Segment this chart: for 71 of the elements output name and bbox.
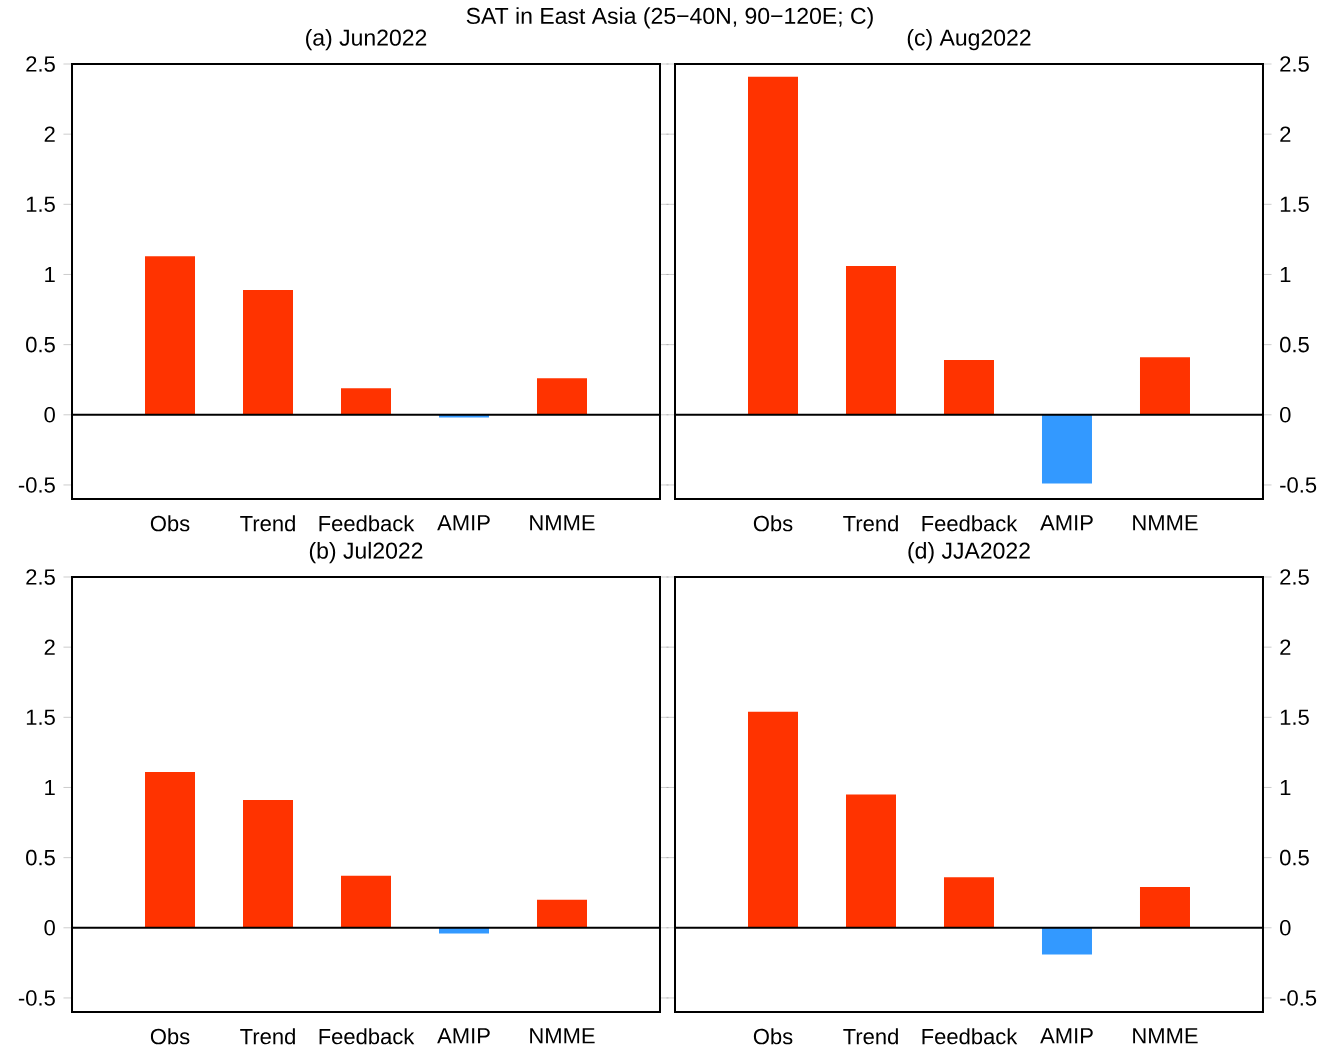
x-tick-label: Trend xyxy=(843,515,898,532)
y-tick-label: 0 xyxy=(44,407,55,423)
bar xyxy=(341,875,391,928)
x-tick-label: NMME xyxy=(530,1028,595,1044)
y-tick-label: 2 xyxy=(44,639,55,655)
x-tick-label: Feedback xyxy=(922,1028,1018,1045)
y-tick-label: 0 xyxy=(44,920,55,936)
y-tick-label: 2 xyxy=(44,126,55,142)
x-tick-label: Obs xyxy=(150,1028,190,1045)
y-tick-label: 2 xyxy=(1280,126,1291,142)
x-tick-label: AMIP xyxy=(437,1028,490,1044)
x-tick-label: Trend xyxy=(240,515,295,532)
y-tick-label: 1.5 xyxy=(1280,196,1309,212)
y-tick-label: 1.5 xyxy=(26,196,55,212)
bar xyxy=(748,711,798,928)
bar xyxy=(243,289,293,415)
bar xyxy=(1041,927,1092,955)
y-tick-label: 0 xyxy=(1280,920,1291,936)
y-tick-label: -0.5 xyxy=(1280,990,1317,1006)
bar xyxy=(1041,414,1092,484)
x-tick-label: Obs xyxy=(150,515,190,532)
chart-title: (b) Jul2022 xyxy=(309,541,423,564)
bar xyxy=(846,794,896,928)
y-tick-label: 1 xyxy=(45,266,55,283)
bar xyxy=(944,877,994,928)
y-tick-label: 2.5 xyxy=(26,569,55,585)
text: SAT in East Asia (25−40N, 90−120E; C) xyxy=(466,7,873,29)
bar xyxy=(1139,887,1190,928)
y-tick-label: 0.5 xyxy=(26,849,55,866)
chart-title: (a) Jun2022 xyxy=(306,28,427,51)
x-tick-label: Obs xyxy=(753,515,793,532)
y-tick-label: -0.5 xyxy=(18,477,55,493)
y-tick-label: 1.5 xyxy=(1280,709,1309,725)
y-tick-label: 2.5 xyxy=(1280,569,1309,585)
bar xyxy=(944,360,994,415)
y-tick-label: 1.5 xyxy=(26,709,55,725)
x-tick-label: AMIP xyxy=(1040,1028,1093,1044)
bar xyxy=(145,256,196,415)
y-tick-label: 2.5 xyxy=(1280,56,1309,72)
bar xyxy=(748,76,798,415)
bar xyxy=(537,899,587,928)
y-tick-label: 0 xyxy=(1280,407,1291,423)
y-tick-label: 2.5 xyxy=(26,56,55,72)
y-tick-label: 2 xyxy=(1280,639,1291,655)
x-tick-label: Trend xyxy=(240,1028,295,1045)
y-tick-label: 1 xyxy=(45,779,55,796)
y-tick-label: 1 xyxy=(1280,779,1291,796)
bar xyxy=(341,388,391,415)
bar xyxy=(846,266,896,415)
x-tick-label: Feedback xyxy=(922,515,1018,532)
y-tick-label: -0.5 xyxy=(18,990,55,1006)
x-tick-label: AMIP xyxy=(437,515,490,531)
x-tick-label: NMME xyxy=(1133,515,1198,531)
x-tick-label: Trend xyxy=(843,1028,898,1045)
x-tick-label: Feedback xyxy=(319,515,415,532)
x-tick-label: Obs xyxy=(753,1028,793,1045)
bar xyxy=(145,772,196,928)
x-tick-label: AMIP xyxy=(1040,515,1093,531)
y-tick-label: 0.5 xyxy=(1280,849,1309,866)
chart-title: (c) Aug2022 xyxy=(907,28,1031,51)
y-tick-label: 0.5 xyxy=(26,336,55,353)
bar xyxy=(243,800,293,928)
x-tick-label: NMME xyxy=(530,515,595,531)
y-tick-label: 0.5 xyxy=(1280,336,1309,353)
y-tick-label: -0.5 xyxy=(1280,477,1317,493)
x-tick-label: NMME xyxy=(1133,1028,1198,1044)
chart-title: (d) JJA2022 xyxy=(908,541,1030,564)
y-tick-label: 1 xyxy=(1280,266,1291,283)
bar xyxy=(537,378,587,415)
x-tick-label: Feedback xyxy=(319,1028,415,1045)
bar xyxy=(1139,357,1190,415)
